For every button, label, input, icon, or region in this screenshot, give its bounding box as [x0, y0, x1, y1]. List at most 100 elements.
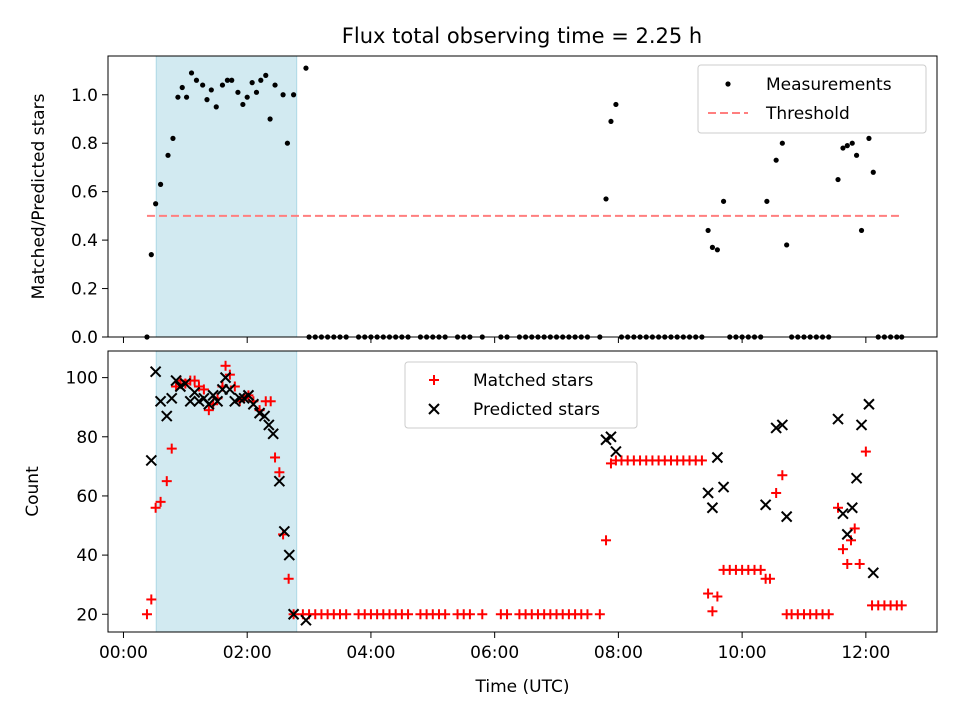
y-tick-label: 40 — [76, 546, 98, 566]
predicted-point — [855, 419, 868, 431]
matched-point — [764, 573, 775, 584]
predicted-point-b — [776, 419, 789, 431]
predicted-point-b — [273, 475, 286, 487]
predicted-point — [867, 567, 879, 579]
predicted-point-b — [855, 419, 868, 431]
bottom-y-axis-label: Count — [23, 466, 43, 517]
matched-point — [166, 443, 177, 454]
predicted-point — [278, 525, 291, 538]
predicted-point-b — [179, 377, 192, 390]
x-tick-label: 02:00 — [223, 643, 272, 663]
measurement-point — [866, 135, 872, 141]
measurement-point — [705, 227, 711, 234]
legend-threshold-label: Threshold — [765, 104, 850, 124]
bottom-x-ticks: 00:00 02:00 04:00 06:00 08:00 10:00 12:00 — [99, 632, 890, 663]
predicted-point-b — [846, 502, 858, 514]
predicted-point-b — [258, 410, 271, 422]
predicted-point — [759, 499, 772, 511]
predicted-point-b — [841, 528, 854, 541]
top-y-ticks: 0.0 0.2 0.4 0.6 0.8 1.0 — [71, 86, 108, 348]
legend-measurements-marker — [725, 81, 731, 87]
predicted-point-b — [863, 398, 875, 410]
predicted-point-b — [211, 395, 224, 407]
matched-point — [833, 502, 844, 513]
predicted-point-b — [706, 502, 719, 514]
measurement-point — [303, 65, 309, 71]
predicted-point — [846, 502, 858, 514]
measurement-point — [165, 152, 171, 158]
predicted-point — [224, 383, 236, 396]
matched-point — [198, 384, 209, 395]
y-tick-label: 20 — [76, 605, 98, 625]
predicted-point-b — [161, 410, 173, 422]
predicted-point-b — [780, 510, 793, 523]
predicted-point-b — [253, 407, 266, 419]
bottom-panel: 00:00 02:00 04:00 06:00 08:00 10:00 12:00 20 40… — [23, 350, 938, 697]
predicted-point-b — [850, 472, 863, 484]
measurement-point — [284, 140, 291, 146]
measurement-point — [280, 92, 286, 98]
measurement-point — [157, 181, 164, 187]
predicted-point-b — [145, 454, 158, 467]
legend-predicted-cross-b — [428, 403, 440, 415]
measurement-point — [840, 145, 846, 151]
bottom-shaded-span — [155, 350, 298, 633]
matched-point — [601, 535, 612, 546]
predicted-point-b — [717, 481, 730, 493]
measurement-point — [200, 82, 206, 88]
matched-point — [854, 558, 865, 569]
y-tick-label: 80 — [76, 428, 98, 448]
matched-point — [849, 523, 860, 534]
legend-matched-plus — [429, 375, 439, 385]
predicted-point — [145, 454, 158, 467]
predicted-point — [258, 410, 271, 422]
predicted-point-b — [300, 614, 312, 626]
measurement-point — [193, 77, 200, 83]
predicted-point-b — [605, 431, 617, 443]
predicted-point — [207, 389, 219, 402]
measurement-point — [235, 89, 241, 95]
matched-point — [270, 452, 281, 463]
top-y-axis-label: Matched/Predicted stars — [29, 93, 49, 299]
matched-point — [594, 609, 605, 620]
predicted-point — [287, 608, 300, 620]
predicted-point-b — [154, 395, 167, 407]
predicted-point — [242, 389, 255, 402]
predicted-point-b — [832, 413, 844, 425]
predicted-point — [706, 502, 719, 514]
x-tick-label: 04:00 — [346, 643, 395, 663]
matched-point — [150, 502, 161, 513]
measurement-point — [853, 152, 860, 158]
predicted-point — [184, 395, 196, 407]
predicted-point — [203, 398, 215, 410]
y-tick-label: 0.0 — [71, 328, 98, 348]
matched-point — [464, 609, 475, 620]
matched-point — [341, 609, 352, 620]
measurement-point — [844, 143, 850, 149]
predicted-point-b — [170, 374, 182, 387]
measurement-point — [764, 198, 770, 204]
y-tick-label: 1.0 — [71, 86, 98, 106]
measurement-point — [148, 252, 154, 258]
predicted-point — [776, 419, 789, 431]
predicted-point-b — [198, 392, 210, 405]
bottom-x-axis-label: Time (UTC) — [475, 677, 570, 697]
measurement-point — [253, 89, 260, 95]
y-tick-label: 60 — [76, 487, 98, 507]
matched-point — [771, 487, 782, 498]
legend-matched-label: Matched stars — [473, 371, 593, 391]
predicted-point — [780, 510, 793, 523]
measurement-point — [613, 101, 619, 108]
measurement-point — [870, 169, 876, 175]
predicted-point-b — [702, 487, 714, 499]
predicted-point-b — [287, 608, 300, 620]
predicted-point-b — [184, 395, 196, 407]
matched-point — [502, 609, 513, 620]
predicted-point-b — [247, 398, 260, 410]
predicted-point — [179, 377, 192, 390]
predicted-point — [149, 365, 162, 378]
matched-point — [189, 375, 200, 386]
bottom-legend: Matched stars Predicted stars — [404, 361, 638, 429]
predicted-point — [154, 395, 167, 407]
measurement-point — [709, 244, 716, 250]
